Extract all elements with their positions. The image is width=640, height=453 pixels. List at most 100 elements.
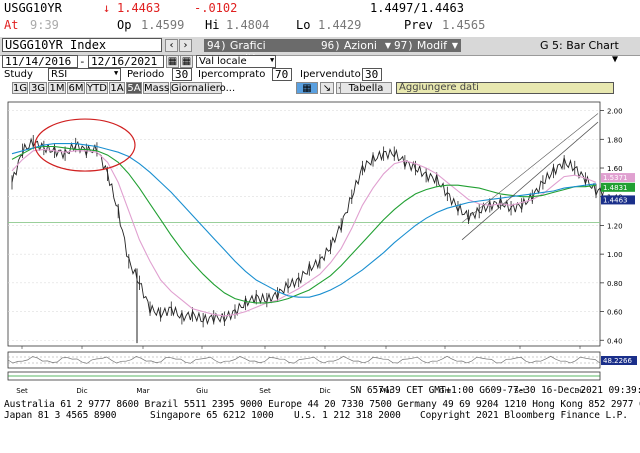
modif-label: Modif — [416, 39, 448, 52]
tab-1a[interactable]: 1A — [109, 82, 125, 94]
y-tick-label: 1.00 — [607, 251, 623, 259]
azioni-label: Azioni — [343, 39, 377, 52]
y-tick-label: 1.80 — [607, 136, 623, 144]
ipervenduto-field[interactable]: 30 — [362, 68, 382, 81]
trendline-lower — [461, 113, 599, 223]
grafici-suggeriti-button[interactable]: 94)Grafici suggeriti — [204, 39, 320, 65]
draw-tool-icon[interactable]: ↘ — [320, 82, 334, 94]
chart-type-button[interactable]: ▦ — [296, 82, 318, 94]
moving-average-line — [11, 148, 597, 317]
x-tick-label: Mar — [136, 387, 149, 395]
last-value-label: 1.4831 — [603, 184, 628, 192]
azioni-button[interactable]: 96) Azioni ▼ — [318, 39, 394, 52]
high-value: 1.4804 — [226, 18, 270, 32]
calendar-icon[interactable]: ▦ — [166, 55, 179, 68]
footer-copyright: Copyright 2021 Bloomberg Finance L.P. — [420, 410, 628, 421]
dropdown-arrow-icon[interactable]: ▼ — [270, 56, 275, 64]
ipervenduto-label: Ipervenduto — [300, 69, 361, 80]
periodo-field[interactable]: 30 — [172, 68, 192, 81]
at-time: 9:39 — [30, 18, 59, 32]
x-tick-label: Dic — [76, 387, 87, 395]
currency-field[interactable]: Val locale — [196, 55, 276, 68]
tab-3g[interactable]: 3G — [29, 82, 47, 94]
last-value-label: 1.4463 — [603, 196, 628, 204]
open-label: Op — [117, 18, 132, 32]
prev-value: 1.4565 — [442, 18, 486, 32]
y-tick-label: 1.20 — [607, 222, 623, 230]
y-tick-label: 0.60 — [607, 309, 623, 317]
y-tick-label: 0.40 — [607, 337, 623, 345]
rsi-value-badge — [601, 356, 637, 365]
chart-name: G 5: Bar Chart — [540, 39, 619, 52]
bid-ask: 1.4497/1.4463 — [370, 1, 464, 15]
dropdown-arrow-icon: ▼ — [451, 41, 458, 50]
y-tick-label: 1.60 — [607, 165, 623, 173]
trendline-upper — [461, 121, 599, 241]
low-label: Lo — [296, 18, 311, 32]
chevron-right-icon[interactable]: › — [179, 39, 192, 52]
x-tick-label: Set — [259, 387, 271, 395]
x-tick-label: Mar — [379, 387, 392, 395]
moving-average-line — [11, 143, 597, 298]
x-tick-label: Giu — [439, 387, 451, 395]
x-tick-label: Set — [16, 387, 28, 395]
last-value-badge — [601, 195, 635, 205]
study-select[interactable]: RSI — [48, 68, 121, 81]
footer-session: SN 657439 CET GMT+1:00 G609-77-30 16-Dec… — [350, 385, 640, 396]
modif-number: 97) — [394, 39, 414, 52]
date-separator: - — [79, 55, 86, 68]
y-tick-label: 2.00 — [607, 108, 623, 116]
tab-5a[interactable]: 5A — [126, 82, 142, 94]
at-label: At — [4, 18, 19, 32]
chevron-left-icon[interactable]: ‹ — [165, 39, 178, 52]
tab-6m[interactable]: 6M — [67, 82, 85, 94]
settings-toggle-icon[interactable]: ▼ — [612, 54, 619, 65]
footer-us: U.S. 1 212 318 2000 — [294, 410, 401, 421]
tabella-button[interactable]: Tabella — [340, 82, 392, 94]
study-label: Study — [4, 69, 33, 80]
last-value-label: 1.5371 — [603, 174, 628, 182]
last-price: 1.4463 — [117, 1, 161, 15]
tab-1g[interactable]: 1G — [12, 82, 28, 94]
azioni-number: 96) — [321, 39, 341, 52]
footer-contacts: Australia 61 2 9777 8600 Brazil 5511 239… — [4, 399, 640, 410]
rsi-line — [7, 355, 601, 364]
price-chart: 2.001.801.601.401.201.000.800.600.401.53… — [7, 101, 637, 395]
rsi-frame — [7, 351, 601, 369]
footer-japan: Japan 81 3 4565 8900 — [4, 410, 117, 421]
tab-ytd[interactable]: YTD — [86, 82, 108, 94]
periodo-label: Periodo — [127, 69, 165, 80]
y-tick-label: 0.80 — [607, 280, 623, 288]
calendar-icon[interactable]: ▦ — [180, 55, 193, 68]
last-value-badge — [601, 182, 635, 192]
x-tick-label: Giu — [196, 387, 208, 395]
net-change: -.0102 — [194, 1, 238, 15]
footer-singapore: Singapore 65 6212 1000 — [150, 410, 274, 421]
down-arrow-icon: ↓ — [103, 1, 111, 15]
security-field[interactable]: USGG10YR Index — [2, 38, 162, 52]
annotation-ellipse — [34, 118, 136, 172]
aggiungere-dati-field[interactable]: Aggiungere dati — [396, 82, 614, 94]
last-value-badge — [601, 173, 635, 183]
x-tick-label: Dic — [319, 387, 330, 395]
high-label: Hi — [205, 18, 220, 32]
prev-label: Prev — [404, 18, 433, 32]
ticker: USGG10YR — [4, 1, 62, 15]
dropdown-arrow-icon: ▼ — [384, 41, 391, 50]
tab-giornaliero[interactable]: Giornaliero... — [170, 82, 236, 94]
low-value: 1.4429 — [318, 18, 362, 32]
dropdown-arrow-icon[interactable]: ▼ — [114, 69, 119, 77]
tab-mass[interactable]: Mass — [143, 82, 170, 94]
ipercomprato-field[interactable]: 70 — [272, 68, 292, 81]
x-tick-label: Dic — [574, 387, 585, 395]
grafici-number: 94) — [207, 39, 227, 52]
open-value: 1.4599 — [141, 18, 185, 32]
tab-1m[interactable]: 1M — [48, 82, 66, 94]
rsi-value-label: 48.2266 — [603, 357, 632, 365]
x-tick-label: Set — [514, 387, 526, 395]
modif-button[interactable]: 97) Modif ▼ — [391, 39, 461, 52]
ipercomprato-label: Ipercomprato — [198, 69, 266, 80]
end-date-field[interactable]: 12/16/2021 — [88, 55, 164, 68]
start-date-field[interactable]: 11/14/2016 — [2, 55, 78, 68]
plot-frame — [7, 101, 601, 347]
